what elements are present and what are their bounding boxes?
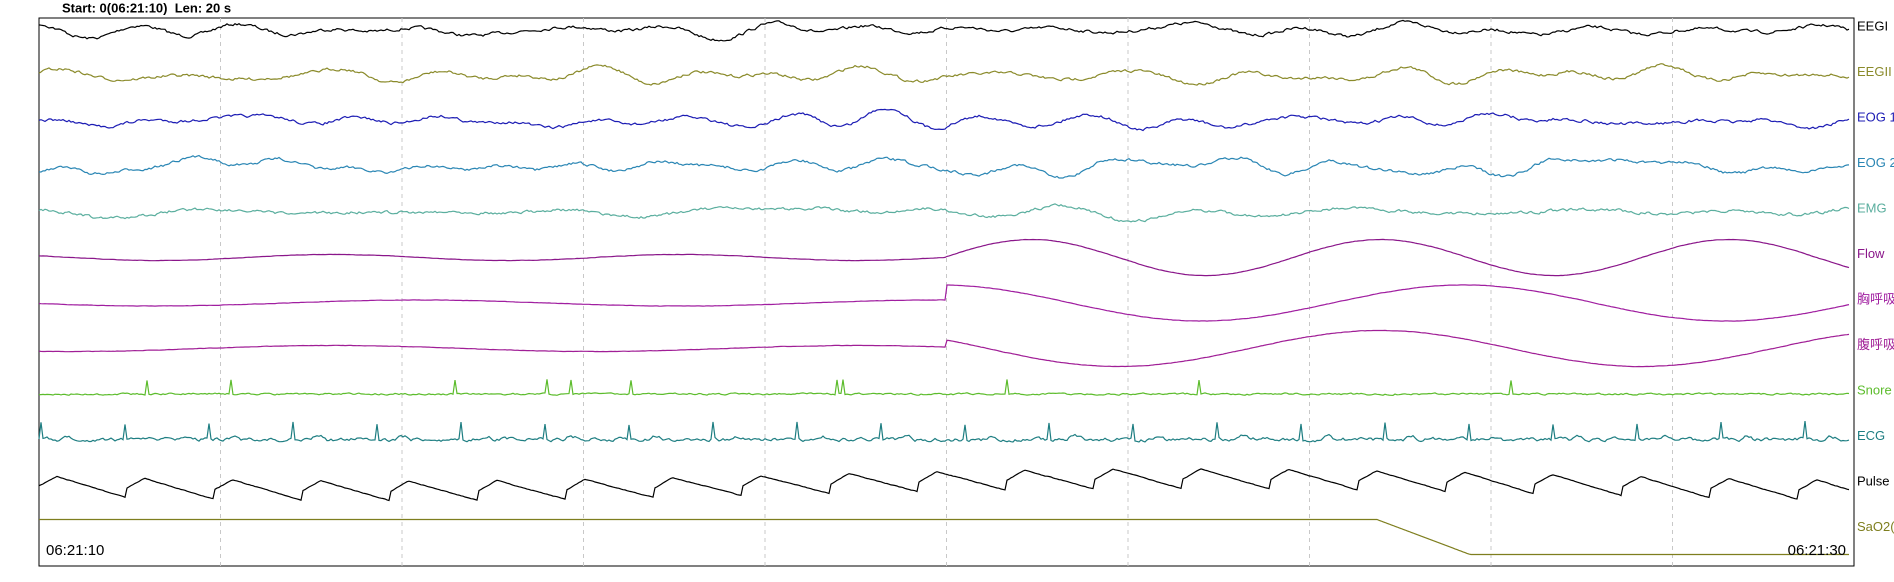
channel-label: EEGII bbox=[1857, 64, 1892, 79]
signal-trace bbox=[38, 19, 1850, 42]
traces bbox=[38, 19, 1850, 556]
time-end: 06:21:30 bbox=[1788, 542, 1846, 559]
signal-trace bbox=[38, 421, 1850, 443]
signal-trace bbox=[38, 238, 1850, 277]
signal-trace bbox=[38, 108, 1850, 132]
channel-label: Pulse bbox=[1857, 473, 1890, 488]
channel-label: 胸呼吸 bbox=[1857, 291, 1894, 306]
header-title: Start: 0(06:21:10) Len: 20 s bbox=[62, 0, 231, 15]
channel-label: EEGI bbox=[1857, 18, 1888, 33]
channel-label: EMG bbox=[1857, 200, 1887, 215]
channel-label: SaO2(% bbox=[1857, 519, 1894, 534]
channel-label: EOG 1 bbox=[1857, 109, 1894, 124]
channel-label: EOG 2 bbox=[1857, 155, 1894, 170]
signal-trace bbox=[38, 63, 1850, 86]
signal-trace bbox=[38, 329, 1850, 368]
signal-trace bbox=[39, 379, 1850, 397]
signal-trace bbox=[38, 284, 1850, 322]
signal-trace bbox=[38, 203, 1850, 223]
channel-label: Flow bbox=[1857, 246, 1885, 261]
signal-trace bbox=[39, 518, 1849, 556]
signal-trace bbox=[38, 154, 1850, 179]
channel-label: 腹呼吸 bbox=[1857, 337, 1894, 352]
signal-trace bbox=[38, 468, 1850, 502]
channel-label: ECG bbox=[1857, 428, 1885, 443]
channel-label: Snore bbox=[1857, 382, 1892, 397]
time-start: 06:21:10 bbox=[46, 542, 104, 559]
